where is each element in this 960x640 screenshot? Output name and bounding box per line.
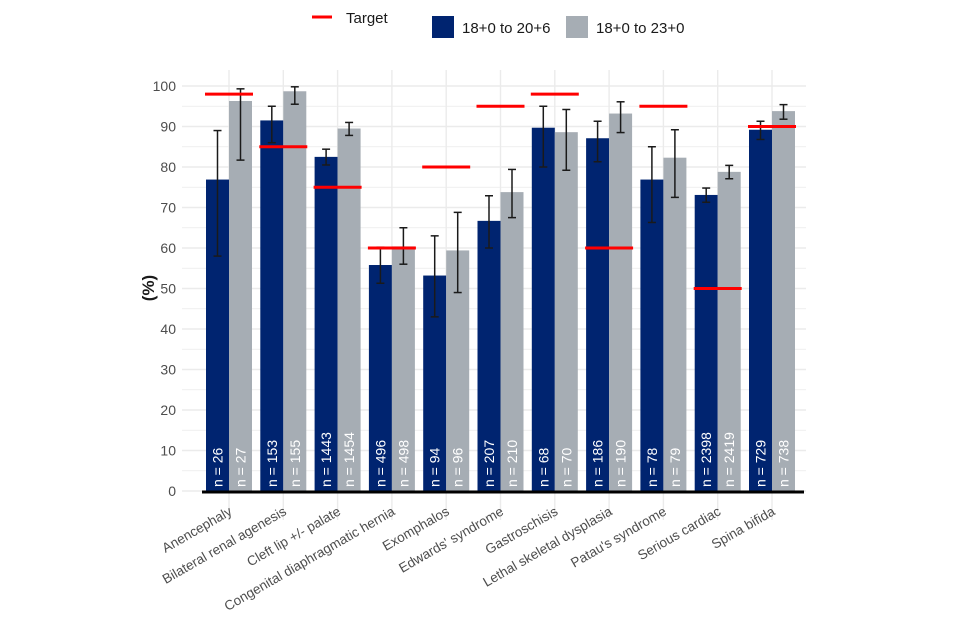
y-tick-label: 40: [160, 321, 176, 337]
y-tick-label: 90: [160, 119, 176, 135]
target-lines: [205, 92, 796, 290]
n-label: n = 78: [644, 447, 660, 487]
n-label: n = 498: [395, 440, 411, 487]
n-label: n = 210: [504, 440, 520, 487]
bar-2: [609, 113, 633, 491]
n-label: n = 96: [450, 447, 466, 487]
y-tick-label: 30: [160, 362, 176, 378]
error-bars: [213, 86, 788, 318]
n-label: n = 68: [535, 447, 551, 487]
n-label: n = 79: [667, 447, 683, 487]
n-label: n = 1443: [318, 432, 334, 487]
bar-2: [717, 171, 741, 492]
y-tick-label: 50: [160, 281, 176, 297]
n-label: n = 190: [613, 440, 629, 487]
legend-series-2-label: 18+0 to 23+0: [596, 20, 684, 37]
n-labels: n = 26 n = 153 n = 1443 n = 496 n = 94 n = 20…: [210, 432, 792, 487]
n-label: n = 729: [753, 440, 769, 487]
legend-series-1-swatch: [432, 16, 454, 38]
y-tick-label: 0: [168, 483, 176, 499]
n-label: n = 496: [372, 440, 388, 487]
y-tick-label: 60: [160, 240, 176, 256]
bar-2: [554, 132, 578, 492]
n-label: n = 153: [264, 440, 280, 487]
n-label: n = 2398: [698, 432, 714, 487]
bar-1: [368, 265, 392, 491]
bar-1: [260, 120, 284, 492]
n-label: n = 738: [776, 440, 792, 487]
bar-2: [772, 111, 795, 492]
bar-1: [477, 220, 501, 492]
n-label: n = 1454: [341, 432, 357, 487]
bar-2: [283, 91, 307, 491]
bar-2: [391, 246, 415, 491]
n-label: n = 70: [558, 447, 574, 487]
bar-1: [694, 194, 718, 491]
n-label: n = 94: [427, 447, 443, 487]
bar-1: [314, 156, 338, 491]
bar-2: [663, 157, 687, 491]
y-tick-label: 70: [160, 200, 176, 216]
bar-2: [446, 250, 470, 491]
bar-1: [531, 127, 555, 491]
y-tick-label: 10: [160, 443, 176, 459]
n-label: n = 2419: [721, 432, 737, 487]
legend: Target 18+0 to 20+6 18+0 to 23+0: [312, 10, 684, 38]
y-axis-ticks: 0 10 20 30 40 50 60 70 80 90 100: [153, 78, 177, 499]
n-label: n = 207: [481, 440, 497, 487]
bar-1: [749, 129, 772, 492]
legend-target-label: Target: [346, 10, 389, 27]
y-axis-title: (%): [139, 275, 158, 301]
y-tick-label: 100: [153, 78, 177, 94]
bar-2: [337, 128, 361, 491]
bar-1: [640, 179, 664, 491]
bar-1: [206, 179, 229, 491]
chart-svg: Target 18+0 to 20+6 18+0 to 23+0 (%) 0 10…: [139, 10, 806, 614]
x-category-label: Patau's syndrome: [568, 504, 669, 571]
n-label: n = 26: [210, 447, 226, 487]
chart-frame: Target 18+0 to 20+6 18+0 to 23+0 (%) 0 10…: [120, 0, 840, 640]
y-tick-label: 20: [160, 402, 176, 418]
bars: [206, 91, 795, 492]
n-label: n = 186: [590, 440, 606, 487]
legend-series-2-swatch: [566, 16, 588, 38]
bar-2: [500, 192, 524, 492]
bar-1: [586, 138, 610, 491]
n-label: n = 27: [233, 447, 249, 487]
legend-series-1-label: 18+0 to 20+6: [462, 20, 550, 37]
bar-2: [229, 100, 252, 492]
y-tick-label: 80: [160, 159, 176, 175]
n-label: n = 155: [287, 440, 303, 487]
bar-1: [423, 275, 447, 491]
